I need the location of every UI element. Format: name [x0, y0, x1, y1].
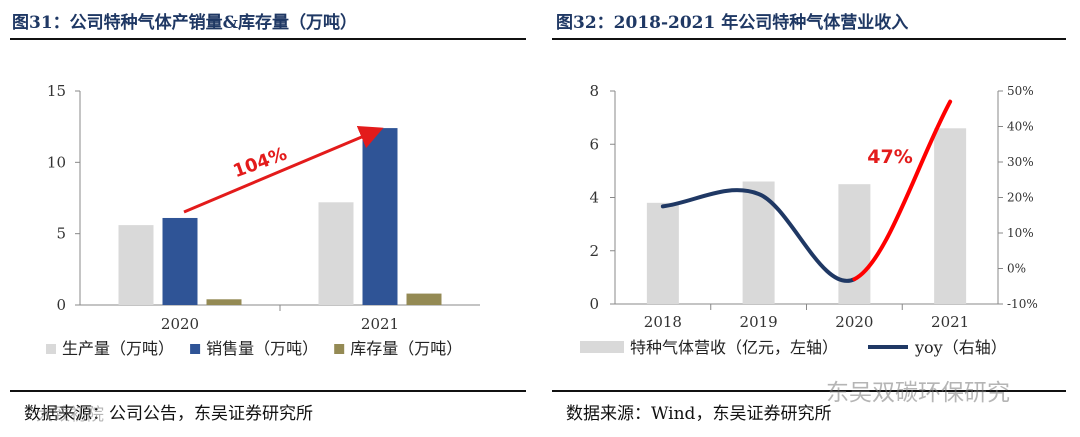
chart-panel-revenue: 图32：2018-2021 年公司特种气体营业收入 8 6 4 2 0 50% 40% 30%… — [540, 0, 1080, 437]
revenue-bar-2018 — [646, 202, 679, 304]
bar-chart-production-sales: 15 10 5 0 2020 2021 104% 生产量（万吨） 销售量（万吨） 库存量（万吨） — [46, 82, 480, 358]
y2-tick-label: 50% — [1007, 84, 1034, 98]
watermark-left: 大致初院 — [36, 405, 104, 425]
source-note: 数据来源：Wind，东吴证券研究所 — [566, 404, 832, 424]
bar-2021-2 — [406, 293, 442, 305]
legend-label: 生产量（万吨） — [62, 339, 174, 358]
revenue-bar-2021 — [934, 128, 967, 304]
combo-chart-revenue: 8 6 4 2 0 50% 40% 30% 20% 10% 0% -10% 2018 2019 2020 20… — [580, 82, 1038, 357]
yoy-line-highlight — [852, 99, 953, 282]
legend-swatch — [334, 344, 345, 354]
y2-tick-label: -10% — [1007, 297, 1038, 311]
source-rule — [552, 390, 1066, 392]
legend-label-line: yoy（右轴） — [914, 338, 1007, 357]
y2-tick-label: 30% — [1007, 155, 1034, 169]
growth-annotation: 104% — [230, 143, 289, 182]
y-tick-label: 0 — [56, 296, 66, 314]
growth-arrow — [183, 126, 384, 214]
y-tick-label: 0 — [589, 295, 599, 313]
source-rule — [10, 390, 526, 392]
x-tick-label: 2018 — [644, 313, 682, 331]
title-rule — [10, 38, 526, 40]
legend-swatch — [46, 344, 56, 354]
chart-panel-production-sales: 图31：公司特种气体产销量&库存量（万吨） 15 10 5 0 2020 2021 104%… — [10, 13, 526, 424]
y2-tick-label: 40% — [1007, 120, 1034, 134]
chart-title: 图31：公司特种气体产销量&库存量（万吨） — [12, 13, 358, 33]
title-rule — [552, 38, 1066, 40]
y-tick-label: 2 — [589, 242, 599, 260]
revenue-bar-2020 — [838, 184, 871, 304]
x-tick-label: 2020 — [835, 313, 873, 331]
legend-label: 销售量（万吨） — [206, 339, 318, 358]
bar-2021-0 — [318, 202, 354, 305]
y-tick-label: 6 — [589, 135, 599, 153]
x-tick-label: 2021 — [931, 313, 969, 331]
x-tick-label: 2021 — [361, 315, 399, 333]
yoy-annotation: 47% — [867, 146, 912, 168]
y2-tick-label: 20% — [1007, 191, 1034, 205]
y-tick-label: 8 — [589, 82, 599, 100]
source-note: 数据来源：公司公告，东吴证券研究所 — [24, 404, 313, 424]
y2-tick-label: 10% — [1007, 226, 1034, 240]
chart-title: 图32：2018-2021 年公司特种气体营业收入 — [556, 13, 909, 33]
legend-label: 库存量（万吨） — [350, 339, 462, 358]
legend-swatch — [190, 344, 201, 354]
legend-swatch-bar — [580, 341, 624, 353]
bar-2020-0 — [118, 225, 154, 305]
x-tick-label: 2019 — [740, 313, 778, 331]
y2-tick-label: 0% — [1007, 262, 1026, 276]
watermark-right: 东吴双碳环保研究 — [826, 380, 1010, 406]
y-tick-label: 15 — [47, 82, 66, 100]
bar-2021-1 — [362, 128, 398, 305]
x-tick-label: 2020 — [161, 315, 199, 333]
bar-2020-2 — [206, 299, 242, 305]
y-tick-label: 10 — [47, 153, 66, 171]
y-tick-label: 5 — [56, 225, 66, 243]
bar-2020-1 — [162, 217, 198, 305]
legend-label-bar: 特种气体营收（亿元，左轴） — [630, 338, 838, 357]
yoy-line-series — [660, 188, 857, 283]
y-tick-label: 4 — [589, 189, 599, 207]
